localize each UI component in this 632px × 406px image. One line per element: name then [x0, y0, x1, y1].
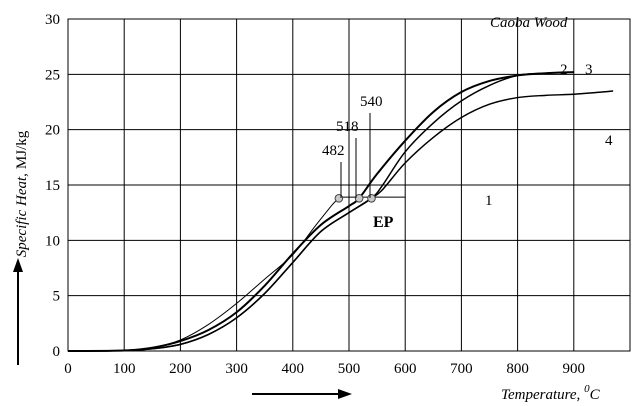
curve-label-2: 2 [560, 62, 568, 78]
curves [67, 71, 614, 352]
series-line-2 [67, 71, 574, 352]
x-tick-label: 500 [338, 361, 361, 377]
x-tick-label: 700 [450, 361, 473, 377]
curve-label-1: 1 [485, 193, 493, 209]
marker-482 [334, 193, 344, 203]
x-tick-label: 600 [394, 361, 417, 377]
x-tick-label: 800 [506, 361, 529, 377]
x-axis-label-sup: 0 [584, 383, 590, 395]
y-tick-label: 15 [45, 178, 60, 194]
y-tick-label: 30 [45, 12, 60, 28]
x-axis-label-unit: C [590, 387, 601, 403]
x-direction-arrow [252, 389, 352, 399]
chart-title: Caoba Wood [490, 15, 568, 31]
x-axis-label: Temperature, 0C [501, 383, 601, 403]
x-tick-label: 300 [225, 361, 248, 377]
tick-labels: 0 100 200 300 400 500 600 700 800 900 0 5 10 15 20 25 30 [45, 12, 585, 377]
y-tick-label: 5 [53, 289, 61, 305]
y-axis-label-unit: MJ/kg [14, 130, 30, 169]
series-line-3 [67, 71, 574, 352]
x-axis-label-main: Temperature, [501, 387, 584, 403]
marker-540 [367, 193, 376, 203]
y-tick-label: 10 [45, 233, 60, 249]
y-tick-label: 0 [53, 344, 61, 360]
label-540: 540 [360, 94, 383, 110]
y-tick-label: 25 [45, 67, 60, 83]
curve-label-4: 4 [605, 133, 613, 149]
y-axis-label: Specific Heat, MJ/kg [14, 130, 30, 257]
y-tick-label: 20 [45, 123, 60, 139]
y-direction-arrow [13, 258, 23, 365]
y-axis-label-main: Specific Heat, [14, 173, 30, 257]
label-518: 518 [336, 119, 359, 135]
x-tick-label: 0 [64, 361, 72, 377]
x-tick-label: 200 [169, 361, 192, 377]
ep-label: EP [373, 214, 394, 231]
curve-label-3: 3 [585, 62, 593, 78]
marker-518 [354, 193, 364, 203]
grid [67, 18, 631, 352]
label-482: 482 [322, 143, 345, 159]
x-tick-label: 900 [563, 361, 586, 377]
x-tick-label: 400 [282, 361, 305, 377]
x-tick-label: 100 [113, 361, 136, 377]
